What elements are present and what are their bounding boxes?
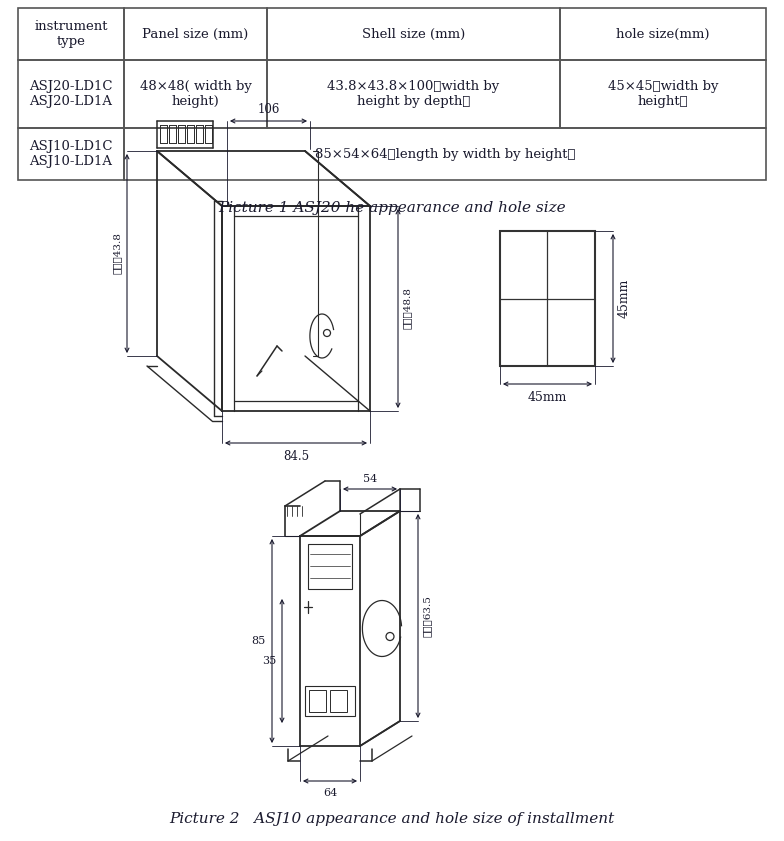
- Bar: [267, 60, 560, 128]
- Text: 85: 85: [252, 636, 266, 646]
- Text: 106: 106: [257, 103, 280, 116]
- Text: 45mm: 45mm: [618, 279, 631, 318]
- Bar: [18, 60, 124, 128]
- Text: 45mm: 45mm: [528, 391, 567, 404]
- Text: 54: 54: [363, 474, 377, 484]
- Bar: [18, 128, 124, 180]
- Bar: [309, 690, 326, 712]
- Text: hole size(mm): hole size(mm): [616, 28, 710, 40]
- Bar: [124, 60, 267, 128]
- Bar: [560, 60, 766, 128]
- Text: ASJ20-LD1C
ASJ20-LD1A: ASJ20-LD1C ASJ20-LD1A: [29, 80, 113, 108]
- Text: 正方形43.8: 正方形43.8: [113, 233, 122, 274]
- Text: ASJ10-LD1C
ASJ10-LD1A: ASJ10-LD1C ASJ10-LD1A: [29, 140, 113, 168]
- Text: Panel size (mm): Panel size (mm): [143, 28, 249, 40]
- Bar: [308, 544, 352, 589]
- Bar: [124, 8, 267, 60]
- Bar: [305, 686, 355, 716]
- Bar: [18, 8, 124, 60]
- Text: 64: 64: [323, 788, 337, 798]
- Text: Shell size (mm): Shell size (mm): [362, 28, 465, 40]
- Bar: [267, 8, 560, 60]
- Bar: [124, 128, 766, 180]
- Text: 35: 35: [262, 656, 276, 666]
- Bar: [330, 690, 347, 712]
- Text: Picture 2   ASJ10 appearance and hole size of installment: Picture 2 ASJ10 appearance and hole size…: [169, 812, 615, 826]
- Bar: [560, 8, 766, 60]
- Text: 84.5: 84.5: [283, 450, 309, 463]
- Text: Picture 1 ASJ20 he appearance and hole size: Picture 1 ASJ20 he appearance and hole s…: [218, 201, 566, 215]
- Text: 45×45（width by
height）: 45×45（width by height）: [608, 80, 718, 108]
- Text: 43.8×43.8×100（width by
height by depth）: 43.8×43.8×100（width by height by depth）: [328, 80, 499, 108]
- Text: instrument
type: instrument type: [34, 20, 107, 48]
- Text: 48×48( width by
height): 48×48( width by height): [140, 80, 252, 108]
- Bar: [500, 231, 595, 366]
- Text: 正方形48.8: 正方形48.8: [403, 288, 412, 330]
- Text: 正方形63.5: 正方形63.5: [423, 595, 432, 637]
- Text: 85×54×64（length by width by height）: 85×54×64（length by width by height）: [314, 147, 575, 161]
